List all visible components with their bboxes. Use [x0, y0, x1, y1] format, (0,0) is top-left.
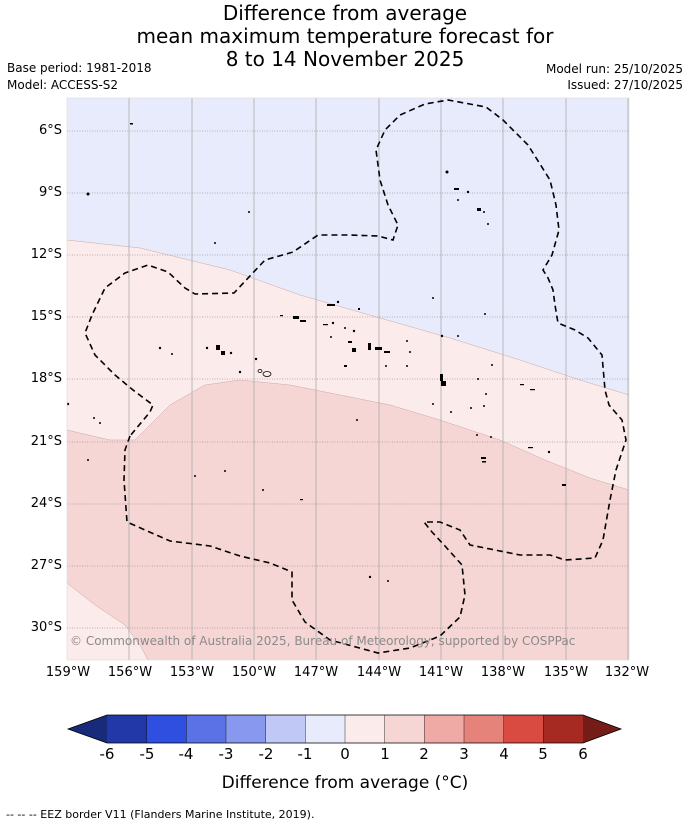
issued-label: Issued: 27/10/2025 — [567, 78, 683, 92]
colorbar-cell — [107, 715, 147, 743]
colorbar-title: Difference from average (°C) — [221, 773, 469, 793]
title-line-1: Difference from average — [222, 1, 468, 25]
zone-1-2 — [67, 380, 629, 660]
model-run-label: Model run: 25/10/2025 — [545, 62, 683, 76]
zone-outlines — [67, 239, 629, 660]
colorbar-cell — [543, 715, 584, 743]
colorbar-cell — [345, 715, 385, 743]
lon-label: 135°W — [543, 665, 589, 680]
lat-label: 24°S — [30, 496, 62, 511]
lat-label: 30°S — [30, 620, 62, 635]
colorbar-extend-low — [68, 715, 107, 743]
anomaly-map — [67, 98, 629, 660]
island-outline — [257, 369, 263, 373]
lat-label: 21°S — [30, 434, 62, 449]
colorbar-cells — [107, 715, 584, 743]
colorbar-tick-label: 0 — [340, 745, 350, 763]
zone-0-1-southwest — [67, 583, 148, 660]
lat-label: 6°S — [38, 123, 62, 138]
lon-label: 132°W — [604, 665, 650, 680]
colorbar-cell — [464, 715, 504, 743]
colorbar-cell — [226, 715, 266, 743]
colorbar-outline — [66, 714, 623, 744]
colorbar-cell — [305, 715, 346, 743]
colorbar-extend-high — [583, 715, 621, 743]
lat-label: 9°S — [38, 185, 62, 200]
model-label: Model: ACCESS-S2 — [7, 78, 119, 92]
colorbar-cell — [146, 715, 187, 743]
island-markers — [67, 123, 566, 582]
colorbar-tick-label: 4 — [499, 745, 509, 763]
colorbar-tick-label: -5 — [139, 745, 155, 763]
copyright-notice: © Commonwealth of Australia 2025, Bureau… — [70, 634, 576, 648]
title-line-2: mean maximum temperature forecast for — [136, 24, 554, 48]
colorbar-tick-label: 3 — [459, 745, 469, 763]
lat-label: 27°S — [30, 558, 62, 573]
colorbar-cell — [424, 715, 465, 743]
colorbar-tick-label: 6 — [578, 745, 588, 763]
colorbar-tick-label: -3 — [218, 745, 234, 763]
colorbar-tick-label: -6 — [99, 745, 115, 763]
graticule-latitudes — [67, 130, 629, 629]
colorbar-tick-label: -4 — [178, 745, 194, 763]
colorbar-tick-label: 1 — [380, 745, 390, 763]
colorbar-cell — [186, 715, 227, 743]
colorbar-cell — [384, 715, 425, 743]
colorbar — [66, 714, 623, 744]
eez-legend: -- -- -- EEZ border V11 (Flanders Marine… — [6, 808, 315, 821]
colorbar-cell — [503, 715, 544, 743]
colorbar-cell — [265, 715, 306, 743]
lon-label: 141°W — [418, 665, 464, 680]
colorbar-tick-label: -2 — [258, 745, 274, 763]
colorbar-tick-label: -1 — [297, 745, 313, 763]
map-frame — [66, 97, 630, 661]
lat-label: 15°S — [30, 309, 62, 324]
colorbar-tick-label: 2 — [419, 745, 429, 763]
lon-label: 138°W — [480, 665, 526, 680]
lon-label: 147°W — [293, 665, 339, 680]
colorbar-tick-label: 5 — [538, 745, 548, 763]
title-line-3: 8 to 14 November 2025 — [225, 47, 465, 71]
lat-label: 18°S — [30, 371, 62, 386]
lon-label: 150°W — [231, 665, 277, 680]
lon-label: 156°W — [107, 665, 153, 680]
lon-label: 159°W — [45, 665, 91, 680]
lon-label: 144°W — [356, 665, 402, 680]
lon-label: 153°W — [169, 665, 215, 680]
lat-label: 12°S — [30, 247, 62, 262]
base-period-label: Base period: 1981-2018 — [7, 61, 152, 75]
island-outline — [262, 371, 272, 377]
